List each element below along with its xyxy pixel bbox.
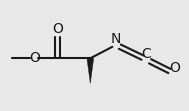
Text: N: N [111,32,121,46]
Text: C: C [141,47,151,61]
Text: O: O [52,22,63,36]
Text: O: O [169,61,180,75]
Polygon shape [87,58,94,83]
Text: O: O [29,51,40,65]
